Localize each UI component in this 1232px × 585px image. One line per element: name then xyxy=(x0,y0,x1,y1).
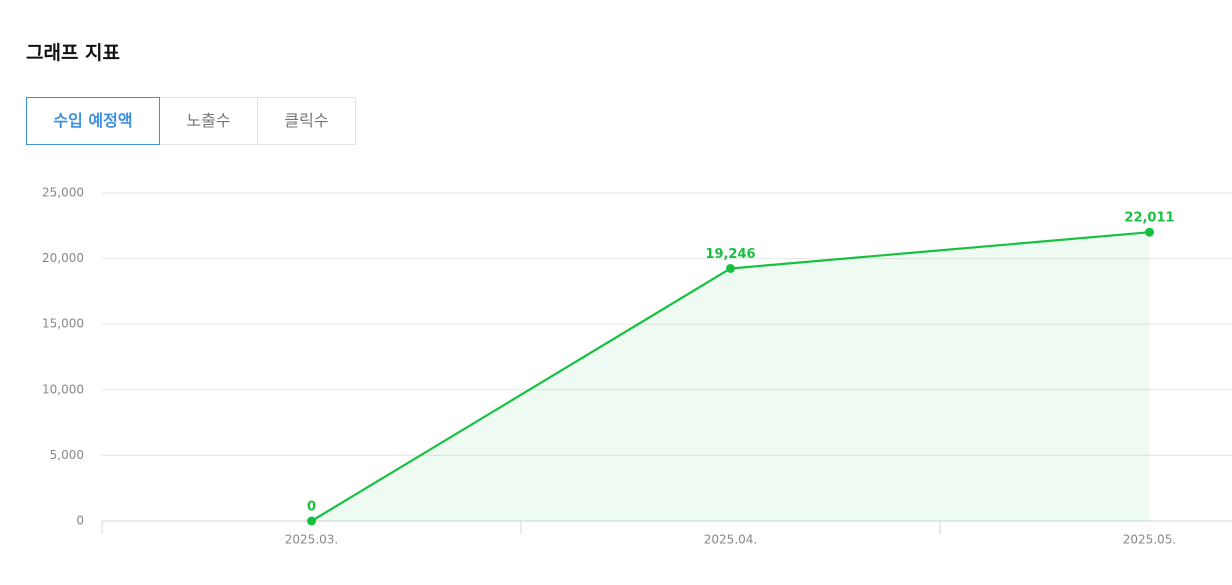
data-label: 19,246 xyxy=(705,247,755,262)
tab-bar: 수입 예정액 노출수 클릭수 xyxy=(26,97,356,145)
x-tick-label: 2025.03. xyxy=(285,533,338,547)
data-label: 0 xyxy=(307,500,316,515)
y-tick-label: 25,000 xyxy=(42,186,84,200)
section-title: 그래프 지표 xyxy=(26,42,121,64)
tab[interactable]: 수입 예정액 xyxy=(26,97,160,145)
point xyxy=(726,263,735,273)
tab[interactable]: 클릭수 xyxy=(257,97,356,145)
point xyxy=(1145,227,1154,237)
y-tick-label: 5,000 xyxy=(50,448,84,462)
y-tick-label: 10,000 xyxy=(42,382,84,396)
data-label: 22,011 xyxy=(1124,211,1174,226)
point xyxy=(307,516,316,526)
x-tick-label: 2025.05. xyxy=(1123,533,1176,547)
y-tick-label: 20,000 xyxy=(42,251,84,265)
y-tick-label: 0 xyxy=(76,514,84,528)
y-tick-label: 15,000 xyxy=(42,317,84,331)
area xyxy=(311,232,1150,521)
x-tick-label: 2025.04. xyxy=(704,533,757,547)
